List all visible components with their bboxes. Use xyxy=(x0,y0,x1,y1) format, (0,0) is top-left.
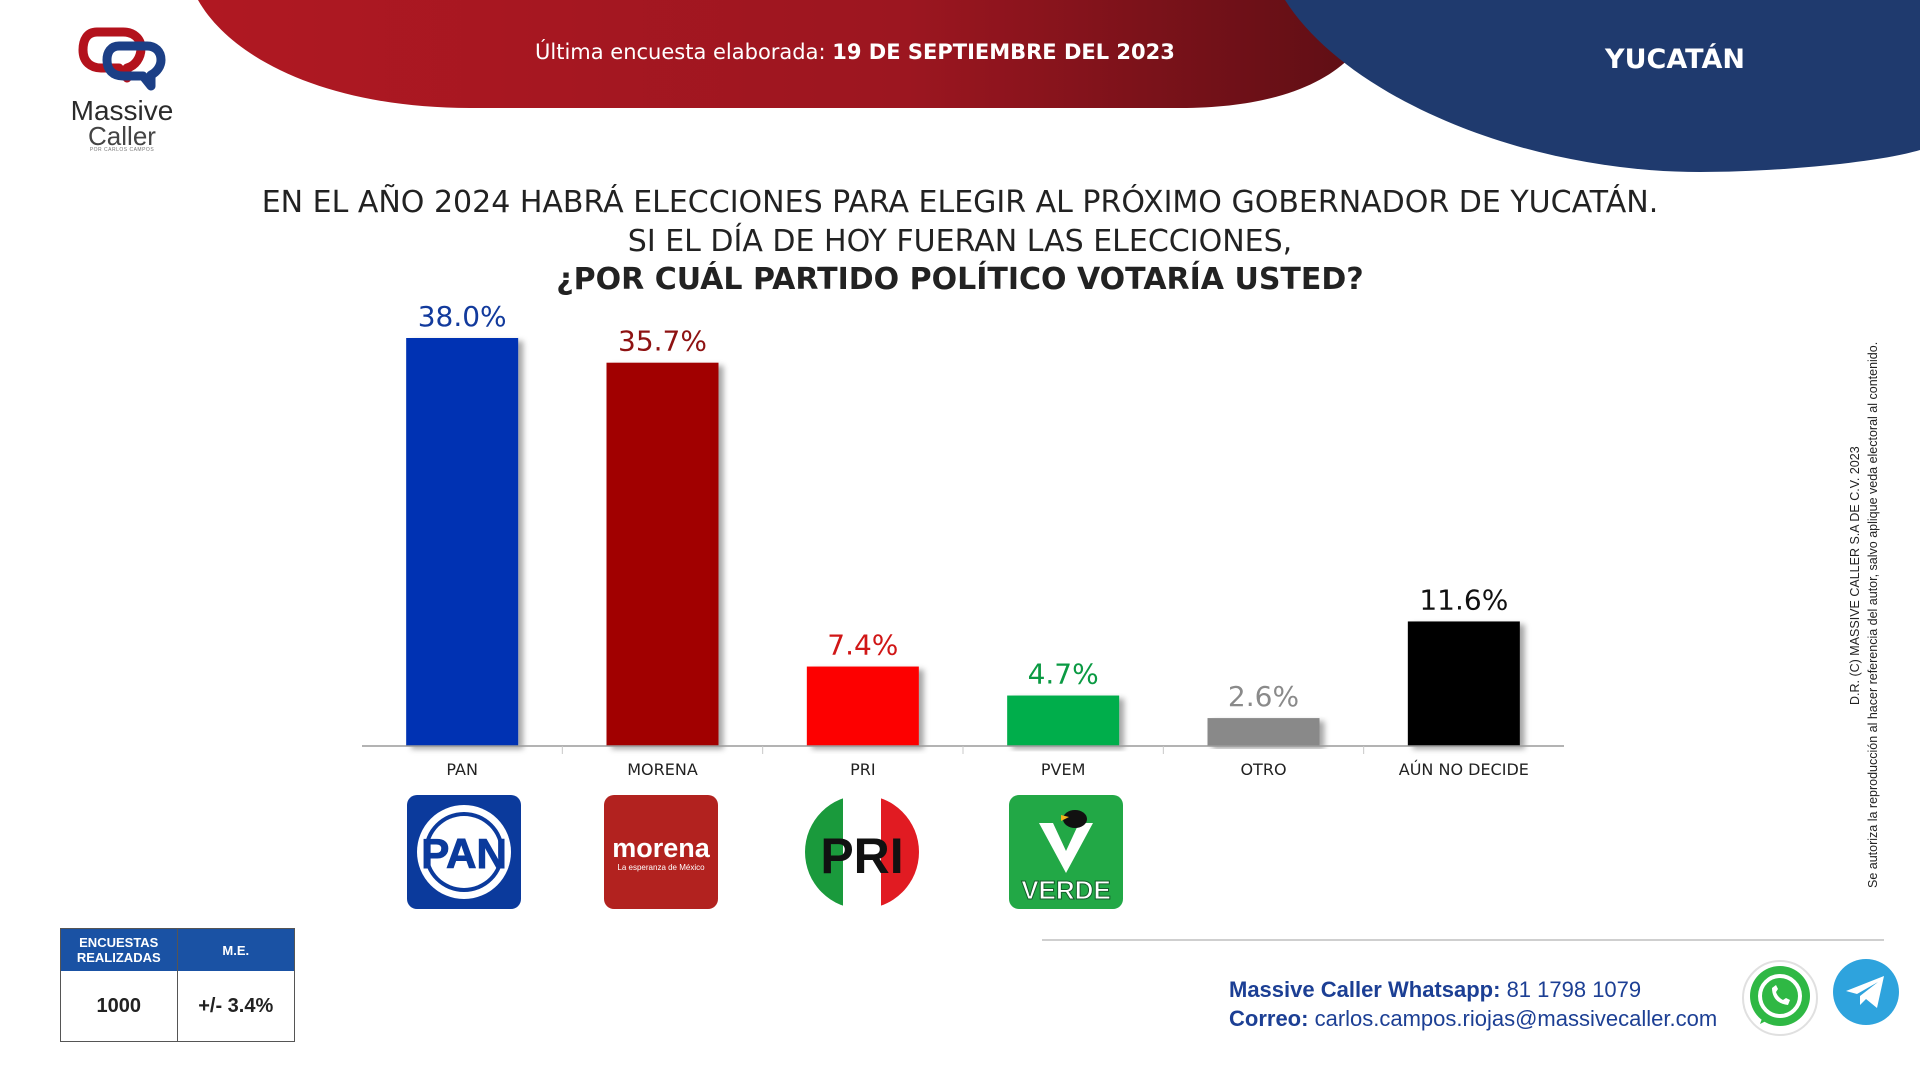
stats-value-surveys: 1000 xyxy=(61,971,178,1041)
question-line-3: ¿POR CUÁL PARTIDO POLÍTICO VOTARÍA USTED… xyxy=(556,262,1364,297)
stats-value-row: 1000 +/- 3.4% xyxy=(61,971,294,1041)
pan-logo-text: PAN xyxy=(421,830,507,877)
email-address: carlos.campos.riojas@massivecaller.com xyxy=(1314,1006,1718,1031)
pvem-logo-text: VERDE xyxy=(1021,875,1111,905)
footer-divider xyxy=(1042,939,1884,941)
header-banner xyxy=(198,0,1920,172)
whatsapp-label: Massive Caller Whatsapp: xyxy=(1229,977,1501,1002)
stats-header-row: ENCUESTAS REALIZADAS M.E. xyxy=(61,929,294,971)
massive-caller-logo: Massive Caller POR CARLOS CAMPOS xyxy=(62,20,182,153)
question-line-2: SI EL DÍA DE HOY FUERAN LAS ELECCIONES, xyxy=(627,224,1293,259)
logo-text-caller: Caller xyxy=(88,121,156,151)
contact-email: Correo: carlos.campos.riojas@massivecall… xyxy=(1229,1006,1717,1032)
value-label: 7.4% xyxy=(827,629,898,662)
value-label: 38.0% xyxy=(418,300,507,333)
state-name: YUCATÁN xyxy=(1605,44,1745,75)
bar-otro xyxy=(1207,718,1320,746)
category-label: PRI xyxy=(850,760,875,779)
value-label: 11.6% xyxy=(1419,583,1508,616)
survey-date-text: Última encuesta elaborada: 19 DE SEPTIEM… xyxy=(535,40,1175,64)
morena-logo-text: morena xyxy=(612,833,711,863)
pri-logo-icon: PRI xyxy=(805,795,919,909)
survey-date-value: 19 DE SEPTIEMBRE DEL 2023 xyxy=(832,40,1175,64)
whatsapp-icon[interactable] xyxy=(1740,958,1820,1038)
contact-whatsapp: Massive Caller Whatsapp: 81 1798 1079 xyxy=(1229,977,1641,1003)
value-label: 2.6% xyxy=(1228,680,1299,713)
stats-header-me: M.E. xyxy=(222,942,250,958)
morena-logo-subtext: La esperanza de México xyxy=(617,863,705,872)
telegram-icon[interactable] xyxy=(1832,958,1900,1026)
pan-logo-icon: PAN xyxy=(407,795,521,909)
header-red-band xyxy=(198,0,1378,108)
massive-caller-logo-icon xyxy=(78,27,166,91)
category-label: AÚN NO DECIDE xyxy=(1399,760,1529,779)
copyright-line-2: Se autoriza la reproducción al hacer ref… xyxy=(1866,341,1880,888)
copyright-line-1: D.R. (C) MASSIVE CALLER S.A DE C.V. 2023 xyxy=(1848,446,1862,705)
morena-logo-icon: morena La esperanza de México xyxy=(604,795,718,909)
bar-morena xyxy=(606,362,719,746)
pvem-logo-icon: VERDE xyxy=(1009,795,1123,909)
question-line-1: EN EL AÑO 2024 HABRÁ ELECCIONES PARA ELE… xyxy=(261,185,1659,220)
logo-tagline: POR CARLOS CAMPOS xyxy=(89,147,155,153)
logo-text-massive: Massive xyxy=(70,95,174,126)
value-label: 4.7% xyxy=(1028,658,1099,691)
bar-aún-no-decide xyxy=(1407,621,1520,746)
pri-logo-text: PRI xyxy=(820,828,903,884)
whatsapp-number: 81 1798 1079 xyxy=(1506,977,1642,1002)
bar-pvem xyxy=(1007,695,1120,746)
header-navy-band xyxy=(1285,0,1920,172)
category-label: MORENA xyxy=(627,760,698,779)
bar-pan xyxy=(406,338,519,746)
email-label: Correo: xyxy=(1229,1006,1309,1031)
bar-pri xyxy=(806,666,919,746)
survey-date-label: Última encuesta elaborada: xyxy=(535,40,826,64)
stats-table: ENCUESTAS REALIZADAS M.E. 1000 +/- 3.4% xyxy=(60,928,295,1042)
value-label: 35.7% xyxy=(618,325,707,358)
stats-value-me: +/- 3.4% xyxy=(198,994,274,1017)
category-label: OTRO xyxy=(1240,760,1286,779)
category-label: PVEM xyxy=(1041,760,1086,779)
stats-header-surveys: ENCUESTAS REALIZADAS xyxy=(61,929,178,971)
category-label: PAN xyxy=(446,760,478,779)
